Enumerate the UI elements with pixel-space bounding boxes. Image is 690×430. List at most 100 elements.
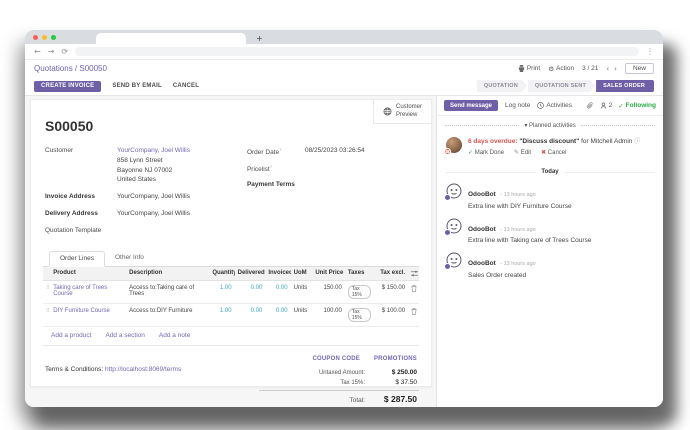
planned-activities-header[interactable]: ▾ Planned activities: [437, 116, 663, 133]
list-add-links: Add a product Add a section Add a note: [43, 327, 419, 346]
promotions-link[interactable]: PROMOTIONS: [373, 355, 417, 362]
payment-terms-label: Payment Terms: [246, 181, 295, 189]
address-bar[interactable]: [75, 47, 639, 56]
log-note-button[interactable]: Log note: [505, 102, 531, 109]
printer-icon: [518, 65, 524, 72]
customer-preview-button[interactable]: Customer Preview: [372, 100, 431, 124]
create-invoice-button[interactable]: CREATE INVOICE: [34, 80, 102, 92]
col-description: Description: [126, 266, 210, 281]
state-pills: QUOTATION QUOTATION SENT SALES ORDER: [476, 80, 654, 92]
invoiced-cell[interactable]: 0.00: [265, 303, 291, 327]
forward-icon[interactable]: →: [47, 46, 55, 56]
col-uom: UoM: [290, 266, 313, 281]
delivered-cell[interactable]: 0.00: [234, 303, 266, 327]
product-cell[interactable]: DIY Furniture Course: [53, 307, 110, 314]
unit-price-cell[interactable]: 100.00: [312, 303, 345, 327]
message-author: OdooBot: [468, 225, 496, 233]
drag-handle-icon[interactable]: ⠿: [46, 284, 50, 291]
total-value: $ 287.50: [383, 393, 417, 404]
col-delivered: Delivered: [234, 266, 266, 281]
state-quotation[interactable]: QUOTATION: [477, 80, 527, 92]
quantity-cell[interactable]: 1.00: [209, 280, 235, 304]
activities-button[interactable]: Activities: [537, 102, 572, 109]
description-cell[interactable]: Access to:Taking care of Trees: [126, 280, 210, 304]
browser-menu-icon[interactable]: ⋮: [646, 46, 654, 56]
field-payment-terms: Payment Terms: [247, 180, 419, 188]
uom-cell[interactable]: Units: [290, 303, 313, 327]
customer-address-line1: 858 Lynn Street: [117, 156, 163, 164]
table-header-row: Product Description Quantity Delivered I…: [43, 266, 419, 281]
tax-excl-cell: $ 150.00: [373, 280, 409, 304]
message-time: - 13 hours ago: [500, 226, 536, 233]
close-window-button[interactable]: [33, 34, 38, 40]
uom-cell[interactable]: Units: [290, 280, 313, 304]
pager-next-icon[interactable]: ›: [614, 64, 617, 73]
customer-label: Customer: [45, 147, 74, 154]
taxes-cell[interactable]: Tax 15%: [347, 307, 371, 322]
terms-link[interactable]: http://localhost:8069/terms: [104, 365, 182, 373]
delivered-cell[interactable]: 0.00: [234, 280, 266, 304]
customer-value-link[interactable]: YourCompany, Joel Willis: [117, 147, 190, 154]
delete-row-icon[interactable]: [408, 303, 419, 327]
edit-activity-button[interactable]: ✎ Edit: [514, 149, 532, 157]
pricelist-label: Pricelist?: [246, 164, 272, 174]
quantity-cell[interactable]: 1.00: [209, 303, 235, 327]
activity-item: ☎ 6 days overdue: "Discuss discount" for…: [437, 133, 663, 163]
new-tab-button[interactable]: +: [256, 34, 263, 43]
note-badge-icon: [444, 263, 451, 271]
order-date-value[interactable]: 08/25/2023 03:26:54: [304, 147, 365, 154]
invoice-address-label: Invoice Address: [45, 193, 95, 200]
info-icon[interactable]: ⓘ: [634, 138, 641, 145]
delete-row-icon[interactable]: [408, 280, 419, 304]
help-icon: ?: [279, 147, 282, 152]
delivery-address-value[interactable]: YourCompany, Joel Willis: [117, 209, 190, 217]
cancel-activity-button[interactable]: ✖ Cancel: [541, 149, 567, 157]
new-button[interactable]: New: [624, 63, 654, 74]
maximize-window-button[interactable]: [51, 34, 56, 40]
mark-done-button[interactable]: ✓ Mark Done: [468, 149, 505, 157]
browser-tab[interactable]: [96, 33, 246, 44]
browser-titlebar: +: [25, 30, 663, 44]
message-author: OdooBot: [468, 191, 496, 199]
coupon-code-link[interactable]: COUPON CODE: [312, 355, 360, 362]
tab-order-lines[interactable]: Order Lines: [49, 250, 105, 267]
call-activity-icon: ☎: [444, 148, 451, 155]
minimize-window-button[interactable]: [42, 34, 47, 40]
breadcrumb[interactable]: Quotations / S00050: [34, 64, 107, 73]
optional-columns-icon[interactable]: [408, 266, 419, 281]
tab-other-info[interactable]: Other Info: [114, 253, 144, 261]
product-cell[interactable]: Taking care of Trees Course: [53, 284, 108, 297]
back-icon[interactable]: ←: [34, 46, 41, 56]
cancel-button[interactable]: CANCEL: [172, 83, 200, 89]
state-quotation-sent[interactable]: QUOTATION SENT: [528, 80, 595, 92]
invoice-address-value[interactable]: YourCompany, Joel Willis: [117, 193, 190, 200]
customer-address-line3: United States: [117, 176, 157, 184]
check-icon: ✓: [468, 149, 474, 157]
unit-price-cell[interactable]: 150.00: [312, 280, 345, 304]
note-badge-icon: [444, 228, 451, 236]
send-by-email-button[interactable]: SEND BY EMAIL: [112, 83, 162, 89]
browser-navbar: ← → ⟳ ⋮: [25, 44, 663, 60]
action-button[interactable]: ⚙ Action: [548, 64, 575, 73]
add-a-section-link[interactable]: Add a section: [105, 331, 145, 339]
description-cell[interactable]: Access to:DIY Furniture: [126, 303, 210, 327]
delivery-address-label: Delivery Address: [45, 209, 98, 217]
drag-handle-icon[interactable]: ⠿: [46, 307, 50, 314]
add-a-product-link[interactable]: Add a product: [51, 331, 92, 339]
followers-button[interactable]: 2: [600, 102, 612, 109]
today-label: Today: [541, 169, 559, 176]
taxes-cell[interactable]: Tax 15%: [347, 284, 371, 299]
following-button[interactable]: ✓ Following: [618, 101, 656, 110]
pager-prev-icon[interactable]: ‹: [606, 64, 610, 73]
paperclip-icon[interactable]: [586, 101, 594, 110]
invoiced-cell[interactable]: 0.00: [265, 280, 291, 304]
print-button[interactable]: Print: [518, 65, 540, 72]
add-a-note-link[interactable]: Add a note: [158, 331, 191, 339]
reload-icon[interactable]: ⟳: [61, 46, 69, 56]
col-taxes: Taxes: [344, 266, 374, 281]
state-sales-order[interactable]: SALES ORDER: [596, 80, 654, 92]
promo-links: COUPON CODE PROMOTIONS: [259, 350, 419, 368]
globe-icon: [383, 107, 392, 116]
send-message-button[interactable]: Send message: [444, 100, 499, 111]
odoobot-avatar: [444, 218, 462, 236]
